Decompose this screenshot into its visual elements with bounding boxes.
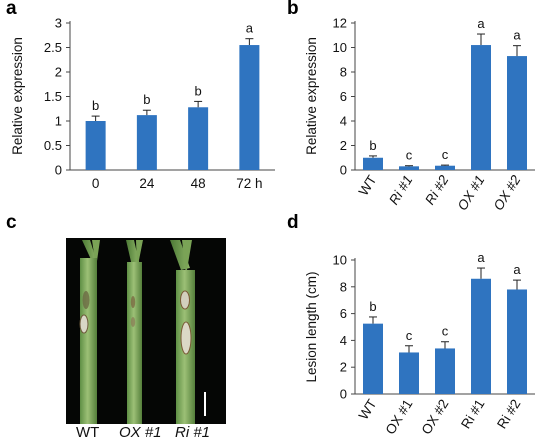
significance-letter: a: [477, 250, 485, 265]
significance-letter: b: [369, 138, 376, 153]
significance-letter: a: [246, 21, 254, 36]
y-tick-label: 3: [55, 16, 62, 31]
significance-letter: b: [195, 83, 202, 98]
y-tick-label: 8: [340, 279, 347, 294]
stem-ox1: [126, 240, 143, 424]
y-tick-label: 2: [340, 360, 347, 375]
bar: [85, 121, 106, 170]
bar: [399, 166, 419, 170]
significance-letter: c: [406, 148, 413, 163]
y-tick-label: 6: [340, 306, 347, 321]
significance-letter: c: [442, 324, 449, 339]
y-tick-label: 10: [333, 253, 347, 268]
y-tick-label: 0.5: [44, 138, 62, 153]
y-tick-label: 4: [340, 114, 347, 129]
x-tick-label: 24: [139, 176, 155, 191]
panel-letter-c: c: [6, 212, 17, 233]
panel-letter-d: d: [287, 212, 299, 233]
y-tick-label: 4: [340, 333, 347, 348]
y-tick-label: 0: [340, 387, 347, 402]
significance-letter: c: [406, 328, 413, 343]
bar: [239, 45, 260, 170]
y-tick-label: 10: [333, 40, 347, 55]
photo-label-wt: WT: [76, 424, 100, 441]
y-axis-label: Lesion length (cm): [304, 271, 319, 382]
significance-letter: b: [92, 98, 99, 113]
y-tick-label: 12: [333, 16, 347, 31]
bar: [363, 157, 383, 170]
bar: [507, 56, 527, 171]
y-tick-label: 0: [340, 163, 347, 178]
x-tick-label: 72 h: [236, 176, 262, 191]
photo-label-ri1: Ri #1: [175, 424, 211, 441]
y-tick-label: 1.5: [44, 89, 62, 104]
y-tick-label: 2: [55, 65, 62, 80]
y-axis-label: Relative expression: [10, 37, 25, 155]
bar: [507, 289, 527, 394]
y-tick-label: 8: [340, 65, 347, 80]
y-tick-label: 0: [55, 163, 62, 178]
x-tick-label: 0: [92, 176, 100, 191]
bar: [363, 323, 383, 394]
bar: [435, 348, 455, 394]
bar: [471, 278, 491, 394]
bar: [399, 352, 419, 394]
significance-letter: c: [442, 147, 449, 162]
significance-letter: b: [369, 299, 376, 314]
x-tick-label: 48: [191, 176, 206, 191]
bar: [136, 115, 157, 170]
scale-bar: [204, 392, 206, 416]
bar: [435, 165, 455, 170]
y-tick-label: 2: [340, 138, 347, 153]
significance-letter: a: [477, 16, 485, 31]
bar: [188, 107, 209, 170]
photo-label-ox1: OX #1: [119, 424, 162, 441]
y-tick-label: 1: [55, 114, 62, 129]
stem-ri1: [170, 240, 195, 424]
stem-wt: [79, 240, 100, 424]
bar: [471, 45, 491, 170]
significance-letter: b: [143, 92, 150, 107]
significance-letter: a: [513, 262, 521, 277]
panel-letter-a: a: [6, 0, 17, 19]
y-tick-label: 6: [340, 89, 347, 104]
y-axis-label: Relative expression: [304, 37, 319, 155]
y-tick-label: 2.5: [44, 40, 62, 55]
significance-letter: a: [513, 28, 521, 43]
panel-letter-b: b: [287, 0, 299, 19]
